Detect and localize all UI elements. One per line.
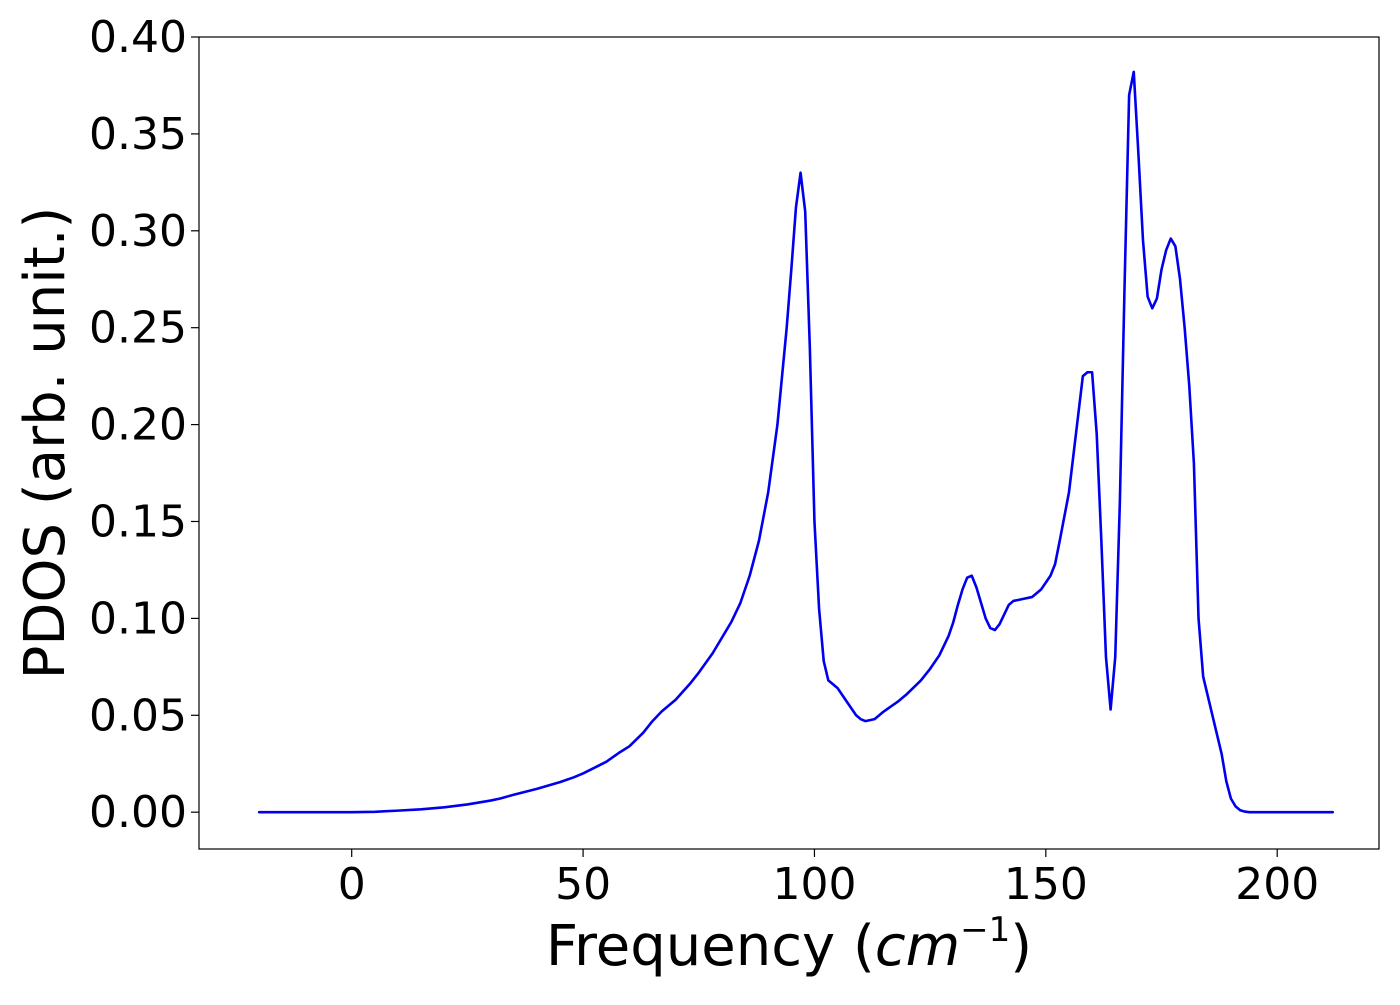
y-tick-label: 0.35	[89, 109, 187, 160]
y-tick-label: 0.05	[89, 690, 187, 741]
y-axis-label: PDOS (arb. unit.)	[13, 207, 78, 680]
y-tick-label: 0.00	[89, 787, 187, 838]
series-line-0	[257, 70, 1335, 814]
y-tick-label: 0.15	[89, 496, 187, 547]
x-axis-unit-base: cm	[875, 914, 960, 979]
x-tick-label: 50	[555, 859, 611, 910]
x-axis-ticks: 0 50 100 150 200	[338, 849, 1319, 910]
y-tick-label: 0.25	[89, 303, 187, 354]
y-tick-label: 0.20	[89, 400, 187, 451]
x-tick-label: 200	[1235, 859, 1319, 910]
x-axis-label: Frequency (cm−1)	[546, 910, 1032, 979]
x-axis-unit-exp: −1	[960, 910, 1010, 950]
y-tick-label: 0.10	[89, 593, 187, 644]
y-tick-label: 0.40	[89, 12, 187, 63]
plot-frame	[198, 36, 1380, 850]
x-tick-label: 150	[1004, 859, 1088, 910]
series-layer	[257, 70, 1335, 814]
x-axis-label-close: )	[1010, 914, 1032, 979]
y-tick-label: 0.30	[89, 206, 187, 257]
x-axis-label-text: Frequency	[546, 914, 835, 979]
y-axis-ticks: 0.00 0.05 0.10 0.15 0.20 0.25 0.30 0.35 0.40	[89, 12, 199, 838]
x-tick-label: 0	[338, 859, 366, 910]
x-tick-label: 100	[772, 859, 856, 910]
